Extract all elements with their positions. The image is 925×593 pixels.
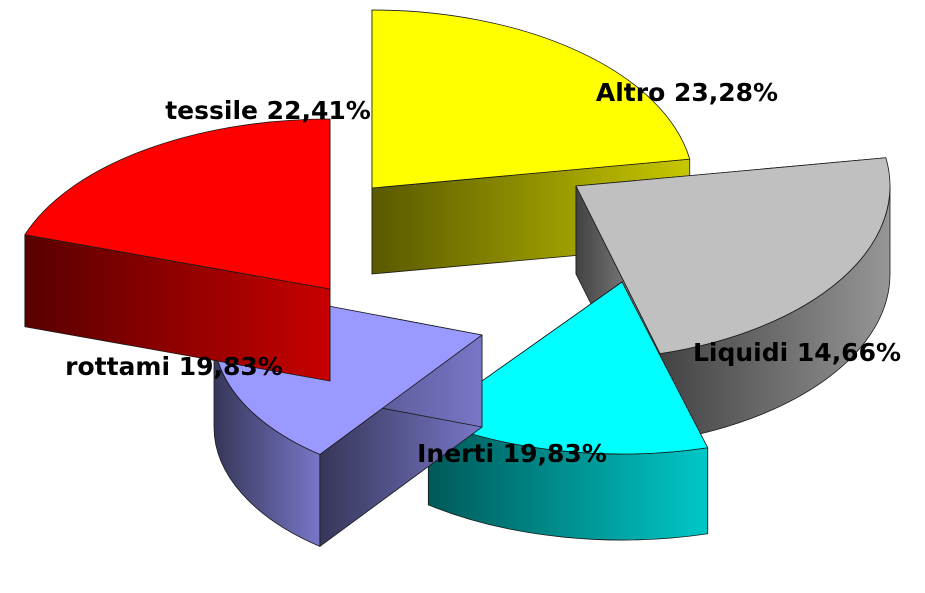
slice-rottami-top	[24, 118, 331, 290]
slice-tessile-top	[371, 9, 691, 189]
data-label-liquidi: Liquidi 14,66%	[693, 338, 901, 367]
data-label-tessile: tessile 22,41%	[165, 96, 371, 125]
slice-rottami	[24, 118, 331, 382]
data-label-inerti: Inerti 19,83%	[417, 439, 607, 468]
data-label-rottami: rottami 19,83%	[65, 352, 283, 381]
slice-altro-top	[575, 157, 891, 355]
data-label-altro: Altro 23,28%	[596, 78, 778, 107]
